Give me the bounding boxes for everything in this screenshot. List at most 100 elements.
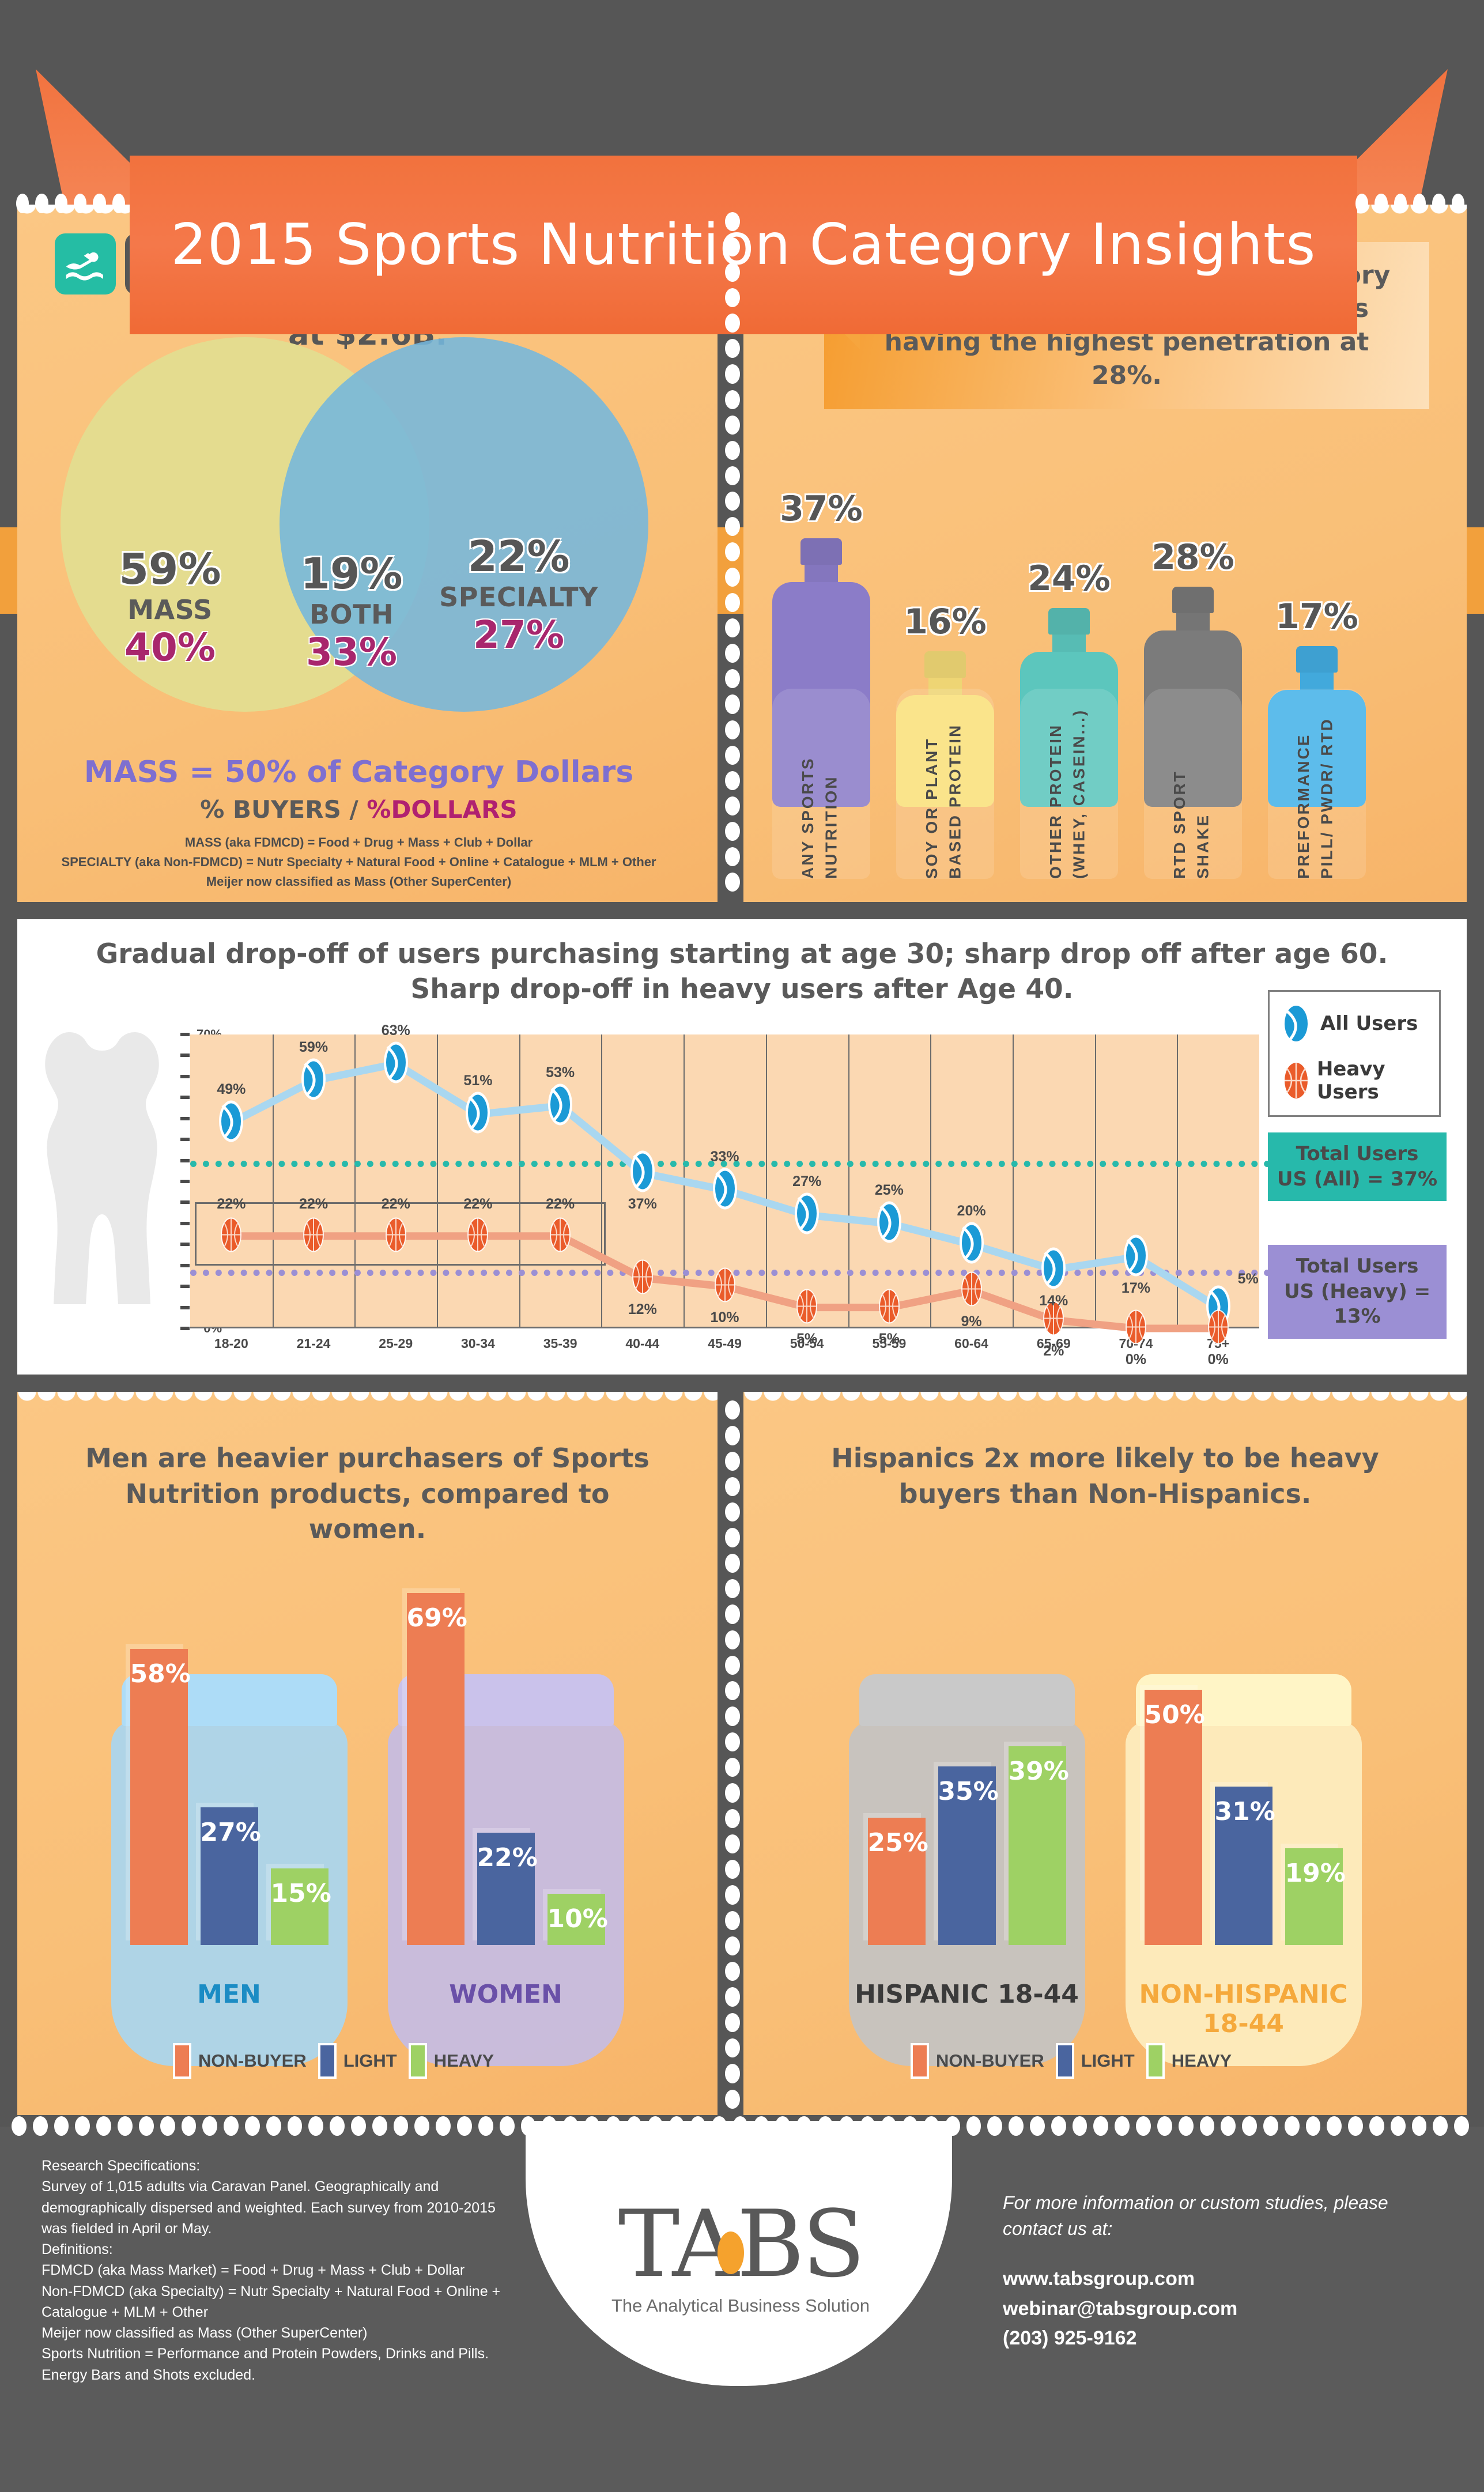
seam-dot bbox=[725, 1783, 740, 1803]
legend-swatch bbox=[173, 2043, 191, 2079]
seam-dot bbox=[725, 212, 740, 232]
legend-item-non-buyer[interactable]: NON-BUYER bbox=[911, 2043, 1044, 2079]
seam-dot bbox=[725, 1757, 740, 1777]
x-axis-label: 21-24 bbox=[296, 1336, 331, 1351]
bottle-2: 24% bbox=[1020, 558, 1118, 807]
legend-item-non-buyer[interactable]: NON-BUYER bbox=[173, 2043, 307, 2079]
grid-line bbox=[1094, 1034, 1096, 1327]
seam-dot bbox=[118, 2116, 133, 2136]
data-point-label: 22% bbox=[381, 1195, 410, 1212]
all-users-marker-icon bbox=[299, 1057, 328, 1105]
tabs-logo-dot-icon bbox=[717, 2232, 744, 2274]
key-buyers: % BUYERS / bbox=[200, 795, 367, 824]
seam-dot bbox=[725, 1400, 740, 1420]
all-users-marker-icon bbox=[382, 1040, 410, 1088]
legend-item-heavy[interactable]: HEAVY bbox=[1146, 2043, 1232, 2079]
seam-dot bbox=[725, 847, 740, 867]
footnote-meijer: Meijer now classified as Mass (Other Sup… bbox=[206, 874, 512, 889]
all-users-marker-icon bbox=[875, 1199, 904, 1247]
x-axis-label: 60-64 bbox=[954, 1336, 988, 1351]
all-users-marker-icon bbox=[1285, 1006, 1308, 1041]
seam-dot bbox=[903, 2116, 917, 2136]
seam-dot bbox=[1157, 2116, 1172, 2136]
seam-dot bbox=[725, 288, 740, 308]
gender-chart-legend: NON-BUYER LIGHT HEAVY bbox=[173, 2043, 494, 2079]
definition-meijer: Meijer now classified as Mass (Other Sup… bbox=[41, 2325, 368, 2341]
legend-label-all-users: All Users bbox=[1320, 1012, 1418, 1035]
legend-label: NON-BUYER bbox=[936, 2051, 1044, 2071]
venn-diagram: 59% MASS 40% 19% BOTH 33% 22% SPECIALTY … bbox=[43, 331, 677, 718]
seam-dot bbox=[725, 771, 740, 790]
venn-mass-dollars: 40% bbox=[124, 625, 216, 670]
seam-dot bbox=[54, 194, 67, 213]
seam-dot bbox=[414, 2116, 430, 2136]
x-axis-label: 18-20 bbox=[214, 1336, 248, 1351]
bottle-4: 17% bbox=[1268, 596, 1366, 807]
seam-dot bbox=[1242, 2116, 1257, 2136]
bottle-label-backdrop bbox=[1020, 689, 1118, 879]
legend-item-light[interactable]: LIGHT bbox=[318, 2043, 397, 2079]
seam-dot bbox=[1263, 2116, 1278, 2136]
threshold-box-all: Total Users US (All) = 37% bbox=[1268, 1132, 1447, 1202]
venn-specialty-buyers: 22% bbox=[467, 532, 570, 582]
x-axis-label: 40-44 bbox=[625, 1336, 660, 1351]
bar-heavy: 10% bbox=[547, 1894, 608, 1945]
all-users-marker-icon bbox=[1039, 1246, 1068, 1294]
seam-dot bbox=[542, 2116, 557, 2136]
bar-non-buyer: 25% bbox=[867, 1817, 928, 1945]
definition-fdmcd: FDMCD (aka Mass Market) = Food + Drug + … bbox=[41, 2262, 465, 2279]
seam-dot bbox=[817, 2116, 833, 2136]
legend-item-all-users[interactable]: All Users bbox=[1280, 1005, 1439, 1043]
seam-dot bbox=[725, 2013, 740, 2033]
tabs-logo-wordmark: TABS bbox=[618, 2190, 866, 2298]
seam-dot bbox=[725, 873, 740, 892]
legend-item-light[interactable]: LIGHT bbox=[1055, 2043, 1135, 2079]
bar-value-label: 35% bbox=[938, 1777, 999, 1806]
seam-dot bbox=[725, 1910, 740, 1930]
contact-intro: For more information or custom studies, … bbox=[1003, 2192, 1388, 2240]
bar-value-label: 58% bbox=[130, 1659, 191, 1689]
all-users-marker-icon bbox=[217, 1099, 246, 1147]
bar-non-buyer: 50% bbox=[1144, 1690, 1205, 1945]
seam-dot bbox=[605, 2116, 621, 2136]
contact-email[interactable]: webinar@tabsgroup.com bbox=[1003, 2297, 1238, 2320]
y-axis-tick bbox=[180, 1054, 190, 1058]
seam-dot bbox=[112, 194, 125, 213]
bottle-category-label: SOY OR PLANT BASED PROTEIN bbox=[923, 723, 964, 879]
seam-dot bbox=[725, 1987, 740, 2007]
bottle-category-label: PREFORMANCE PILL/ PWDR/ RTD bbox=[1294, 718, 1336, 879]
seam-dot bbox=[478, 2116, 493, 2136]
seam-dot bbox=[725, 415, 740, 435]
seam-dot bbox=[725, 1604, 740, 1624]
heavy-users-marker-icon bbox=[301, 1215, 326, 1256]
grid-line bbox=[930, 1034, 932, 1327]
research-specifications: Research Specifications: Survey of 1,015… bbox=[41, 2155, 520, 2385]
seam-dot bbox=[725, 542, 740, 562]
legend-item-heavy[interactable]: HEAVY bbox=[408, 2043, 494, 2079]
x-axis-label: 25-29 bbox=[379, 1336, 413, 1351]
threshold-heavy-line2: US (Heavy) = 13% bbox=[1283, 1279, 1431, 1328]
seam-dot bbox=[436, 2116, 451, 2136]
data-point-label: 5% bbox=[1237, 1270, 1259, 1287]
venn-notes: MASS = 50% of Category Dollars % BUYERS … bbox=[0, 755, 718, 892]
legend-swatch bbox=[318, 2043, 337, 2079]
seam-dot bbox=[1375, 194, 1388, 213]
seam-dot bbox=[725, 1834, 740, 1854]
age-chart-title-line2: Sharp drop-off in heavy users after Age … bbox=[410, 973, 1074, 1006]
heavy-users-marker-icon bbox=[1285, 1063, 1308, 1098]
seam-dot bbox=[725, 491, 740, 511]
legend-item-heavy-users[interactable]: Heavy Users bbox=[1280, 1058, 1439, 1104]
bottle-shape-icon bbox=[1144, 586, 1242, 807]
seam-dot bbox=[725, 720, 740, 739]
seam-dot bbox=[725, 263, 740, 282]
all-users-marker-icon bbox=[711, 1166, 739, 1214]
bottle-value-label: 28% bbox=[1151, 537, 1234, 577]
bottle-value-label: 16% bbox=[904, 602, 987, 643]
seam-dot bbox=[1178, 2116, 1194, 2136]
seam-dot bbox=[754, 2116, 769, 2136]
seam-dot bbox=[1327, 2116, 1342, 2136]
venn-both-label: BOTH bbox=[309, 599, 394, 630]
tabs-logo: TABS The Analytical Business Solution bbox=[576, 2190, 905, 2316]
jar-group-label: WOMEN bbox=[449, 1980, 562, 2009]
contact-website[interactable]: www.tabsgroup.com bbox=[1003, 2267, 1195, 2290]
